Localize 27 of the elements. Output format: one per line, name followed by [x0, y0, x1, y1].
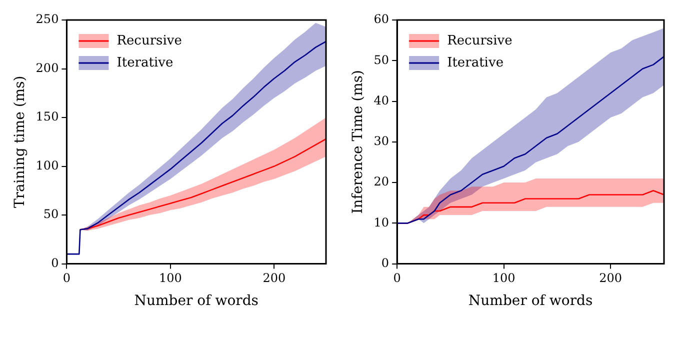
x-tick-label: 100 [492, 271, 516, 286]
y-tick-label: 200 [36, 60, 59, 75]
legend-label: Iterative [116, 55, 174, 70]
legend-label: Iterative [447, 55, 504, 70]
x-tick-label: 100 [158, 271, 182, 286]
y-tick-label: 30 [374, 134, 390, 148]
y-tick-label: 10 [374, 215, 390, 230]
x-axis-title: Number of words [134, 293, 258, 310]
x-tick-label: 200 [599, 271, 622, 286]
y-tick-label: 100 [36, 158, 59, 172]
x-tick-label: 0 [62, 271, 71, 286]
y-tick-label: 20 [374, 174, 390, 189]
y-tick-label: 50 [374, 52, 390, 67]
x-axis-title: Number of words [468, 293, 593, 310]
y-tick-label: 0 [51, 256, 59, 270]
legend-label: Recursive [116, 33, 182, 48]
x-tick-label: 200 [262, 271, 286, 286]
y-tick-label: 50 [43, 207, 59, 222]
y-tick-label: 0 [381, 256, 390, 270]
y-tick-label: 250 [36, 12, 59, 26]
legend-label: Recursive [447, 33, 513, 48]
x-tick-label: 0 [393, 271, 401, 286]
y-tick-label: 150 [36, 110, 59, 124]
y-tick-label: 40 [374, 93, 390, 108]
y-axis-title: Training time (ms) [12, 76, 28, 208]
y-tick-label: 60 [374, 12, 390, 26]
y-axis-title: Inference Time (ms) [350, 70, 366, 214]
